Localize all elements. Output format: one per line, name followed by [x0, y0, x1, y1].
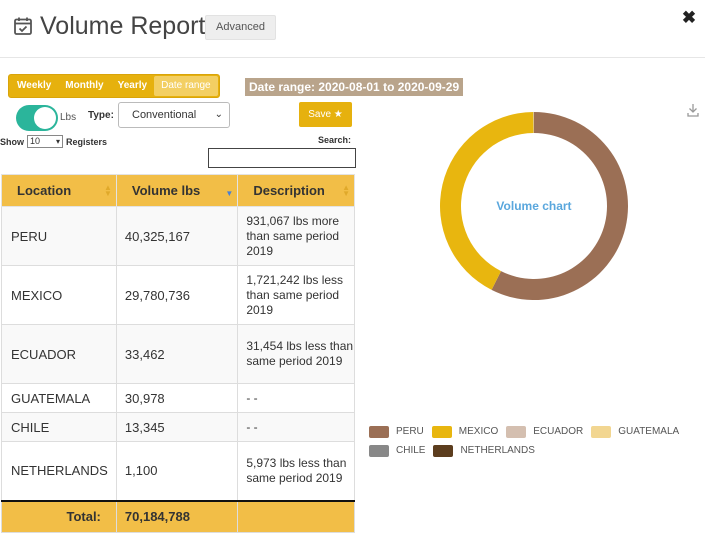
page-title: Volume Report — [40, 12, 206, 40]
volume-donut-chart: Volume chart — [440, 112, 628, 300]
column-header-label: Description — [253, 183, 325, 198]
legend-row: CHILE NETHERLANDS — [369, 441, 689, 460]
sort-icon: ▲ ▼ — [103, 183, 112, 198]
legend-swatch — [433, 444, 454, 457]
advanced-button[interactable]: Advanced — [205, 15, 276, 40]
chart-legend: PERU MEXICO ECUADOR GUATEMALA CHILE NETH… — [369, 422, 689, 460]
legend-item-peru[interactable]: PERU — [369, 425, 424, 438]
cell-location: ECUADOR — [1, 324, 117, 384]
type-select-value: Conventional — [132, 109, 197, 121]
cell-volume: 29,780,736 — [115, 265, 239, 325]
table-total-row: Total: 70,184,788 — [1, 499, 355, 533]
cell-location: PERU — [1, 206, 117, 266]
legend-swatch — [591, 425, 612, 438]
save-button[interactable]: Save ★ — [299, 102, 352, 127]
date-range-badge: Date range: 2020-08-01 to 2020-09-29 — [245, 78, 464, 96]
cell-location: CHILE — [1, 412, 117, 442]
page-length-select[interactable]: 10 ▾ — [27, 135, 63, 148]
table-row: PERU 40,325,167 931,067 lbs more than sa… — [1, 206, 355, 266]
calendar-check-icon — [14, 17, 32, 35]
legend-label: PERU — [396, 426, 424, 437]
chevron-down-icon: ⌄ — [214, 109, 223, 120]
table-row: ECUADOR 33,462 31,454 lbs less than same… — [1, 324, 355, 384]
search-label: Search: — [318, 135, 352, 145]
cell-description: - - — [237, 383, 355, 413]
cell-description: - - — [237, 412, 355, 442]
unit-toggle[interactable] — [16, 105, 58, 131]
cell-location: MEXICO — [1, 265, 117, 325]
cell-volume: 40,325,167 — [115, 206, 239, 266]
period-weekly-button[interactable]: Weekly — [17, 80, 52, 91]
table-row: NETHERLANDS 1,100 5,973 lbs less than sa… — [1, 441, 355, 501]
legend-item-ecuador[interactable]: ECUADOR — [506, 425, 584, 438]
column-header-description[interactable]: Description ▲ ▼ — [237, 174, 355, 207]
period-monthly-button[interactable]: Monthly — [65, 80, 104, 91]
chevron-down-icon: ▾ — [55, 137, 60, 146]
legend-label: CHILE — [396, 445, 426, 456]
donut-svg — [440, 112, 628, 300]
legend-label: GUATEMALA — [618, 426, 680, 437]
cell-location: GUATEMALA — [1, 383, 117, 413]
show-label: Show — [0, 136, 24, 147]
legend-swatch — [369, 444, 389, 457]
page-length-control: Show 10 ▾ Registers — [0, 135, 107, 148]
legend-item-guatemala[interactable]: GUATEMALA — [591, 425, 680, 438]
legend-swatch — [431, 425, 452, 438]
page-length-value: 10 — [30, 136, 41, 146]
period-selector: Weekly Monthly Yearly Date range — [8, 74, 220, 98]
table-row: CHILE 13,345 - - — [1, 412, 355, 442]
legend-item-mexico[interactable]: MEXICO — [431, 425, 499, 438]
total-empty-cell — [237, 499, 355, 533]
legend-item-chile[interactable]: CHILE — [369, 444, 426, 457]
unit-toggle-label: Lbs — [60, 112, 77, 123]
cell-description: 931,067 lbs more than same period 2019 — [237, 206, 355, 266]
cell-volume: 30,978 — [115, 383, 239, 413]
column-header-label: Volume lbs — [131, 183, 201, 198]
total-label: Total: — [1, 499, 117, 533]
period-yearly-button[interactable]: Yearly — [117, 80, 148, 91]
chart-center-label: Volume chart — [496, 199, 572, 213]
column-header-label: Location — [17, 183, 72, 198]
legend-label: NETHERLANDS — [460, 445, 535, 456]
donut-slice-peru[interactable] — [491, 112, 628, 300]
legend-label: ECUADOR — [533, 426, 584, 437]
toggle-knob — [34, 107, 56, 129]
cell-volume: 33,462 — [115, 324, 239, 384]
cell-volume: 13,345 — [115, 412, 239, 442]
close-icon[interactable]: ✖ — [681, 8, 697, 27]
cell-description: 1,721,242 lbs less than same period 2019 — [237, 265, 355, 325]
volume-table: Location ▲ ▼ Volume lbs ▼ Description ▲ ▼ … — [1, 174, 355, 533]
period-date-range-button[interactable]: Date range — [154, 76, 218, 96]
search-input[interactable] — [208, 148, 356, 168]
download-icon[interactable] — [687, 103, 699, 117]
column-header-location[interactable]: Location ▲ ▼ — [1, 174, 117, 207]
header: Volume Report Advanced ✖ — [0, 0, 705, 58]
cell-description: 31,454 lbs less than same period 2019 — [237, 324, 355, 384]
type-select[interactable]: Conventional ⌄ — [118, 102, 230, 128]
column-header-volume[interactable]: Volume lbs ▼ — [115, 174, 239, 207]
table-row: GUATEMALA 30,978 - - — [1, 383, 355, 413]
legend-swatch — [369, 425, 389, 438]
donut-slice-mexico[interactable] — [440, 112, 534, 290]
legend-label: MEXICO — [458, 426, 499, 437]
cell-location: NETHERLANDS — [1, 441, 117, 501]
legend-row: PERU MEXICO ECUADOR GUATEMALA — [369, 422, 689, 441]
type-label: Type: — [88, 110, 114, 121]
cell-description: 5,973 lbs less than same period 2019 — [237, 441, 355, 501]
legend-item-netherlands[interactable]: NETHERLANDS — [433, 444, 535, 457]
legend-swatch — [506, 425, 527, 438]
cell-volume: 1,100 — [115, 441, 239, 501]
table-row: MEXICO 29,780,736 1,721,242 lbs less tha… — [1, 265, 355, 325]
sort-icon: ▲ ▼ — [342, 183, 350, 198]
sort-desc-icon: ▼ — [225, 189, 234, 198]
registers-label: Registers — [66, 136, 108, 147]
total-value: 70,184,788 — [115, 499, 239, 533]
